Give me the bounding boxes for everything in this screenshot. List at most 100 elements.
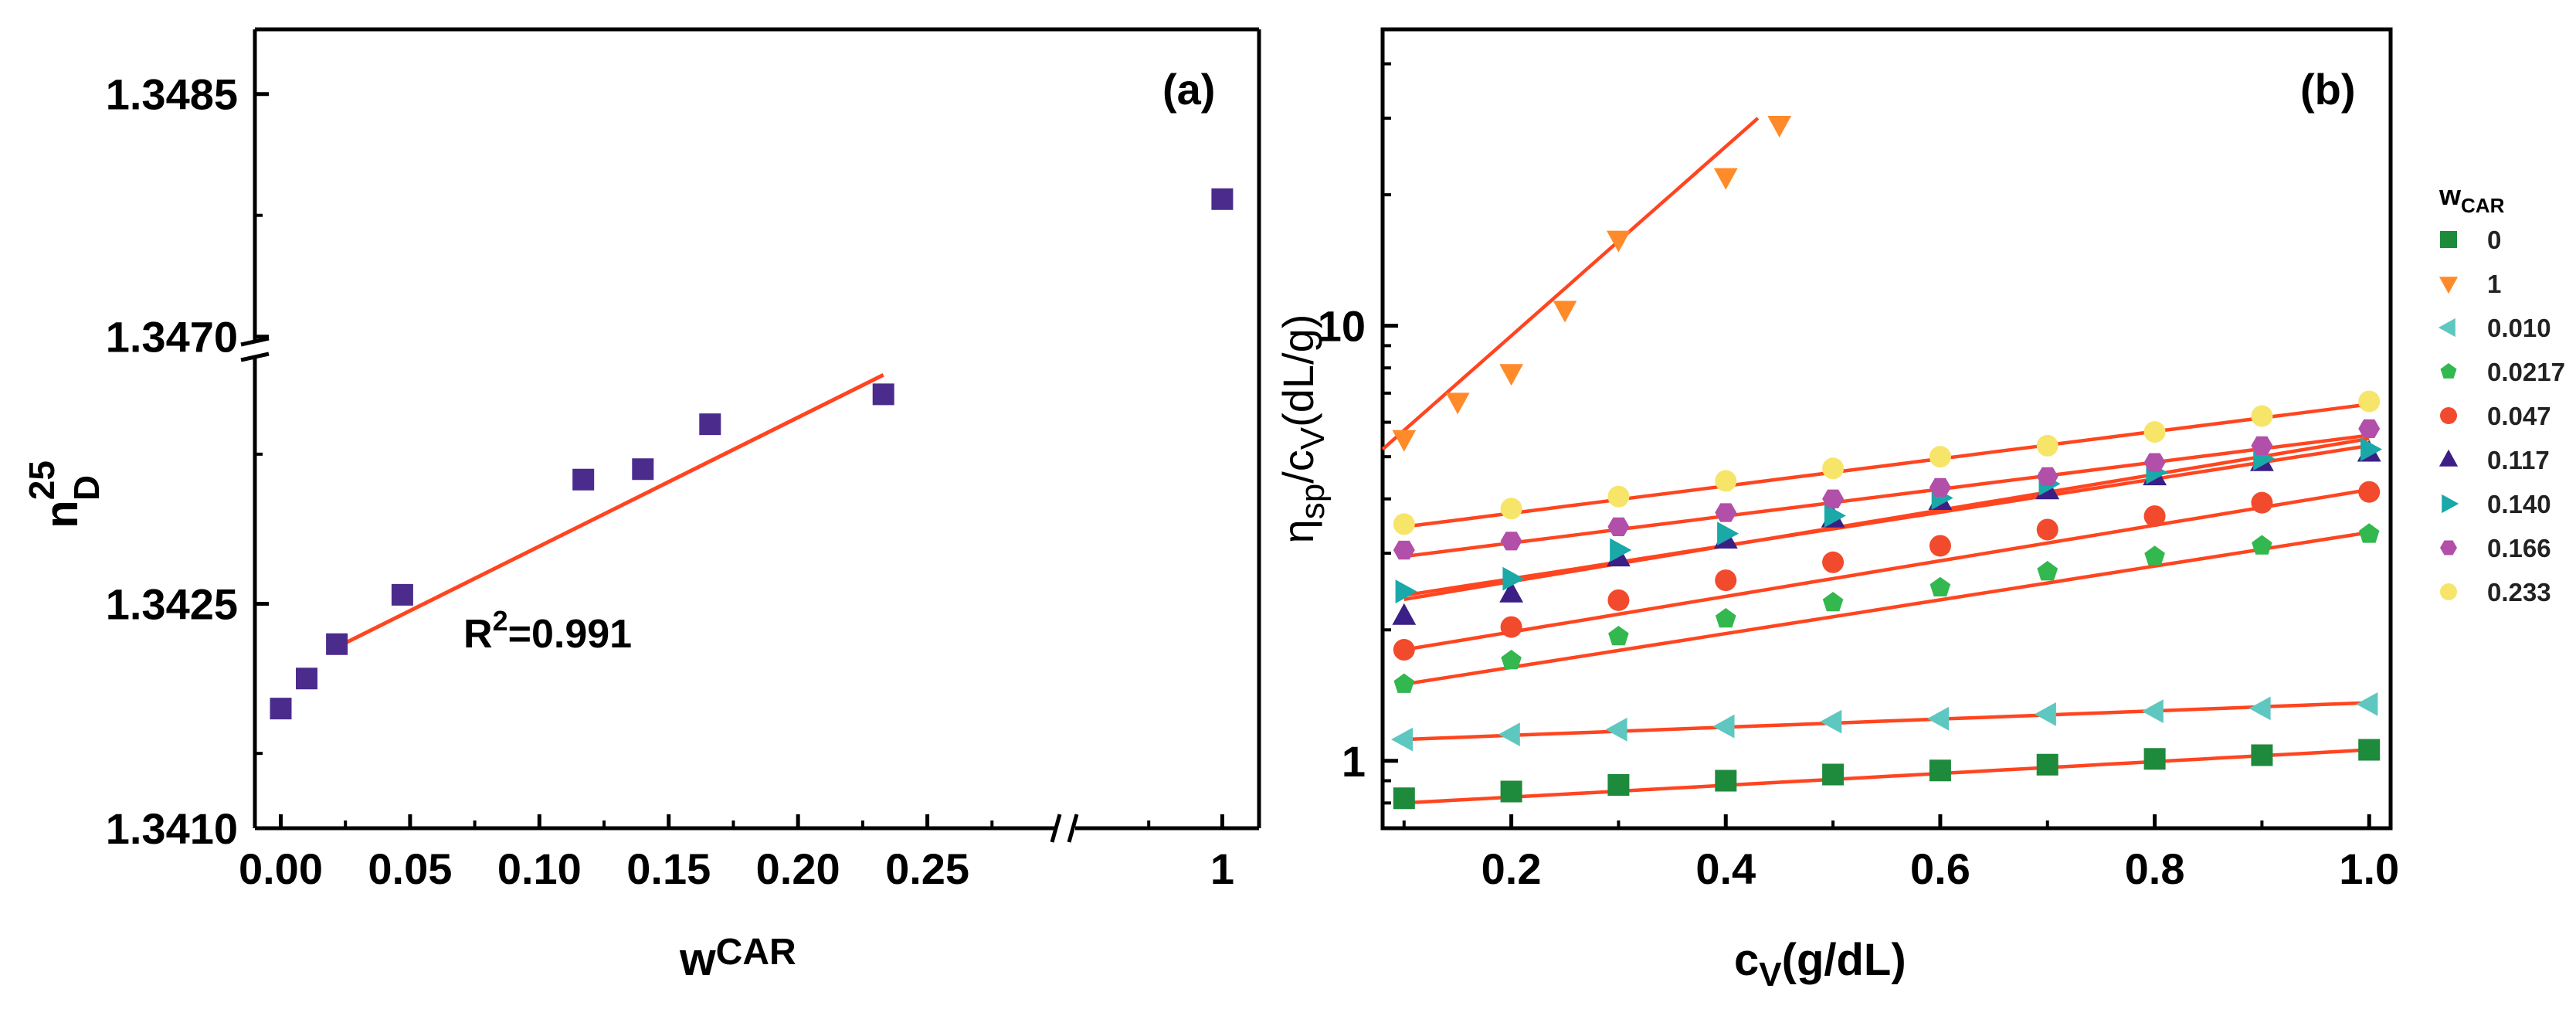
panel-b-fit-line-0.233	[1403, 403, 2370, 529]
panel-a-y-axis-label: n25 D	[22, 460, 107, 528]
panel-a-x-tick-label: 0.00	[239, 844, 323, 893]
panel-b-point-0	[1607, 774, 1630, 796]
panel-a-x-ticks: 0.00 0.05 0.10 0.15 0.20 0.25 1	[239, 814, 1234, 893]
panel-b-x-tick-label: 1.0	[2339, 844, 2399, 893]
panel-b-point-0.047	[1715, 569, 1737, 592]
panel-b-point-0.0217	[2144, 545, 2165, 566]
panel-b-point-0	[2036, 753, 2058, 776]
panel-b-point-0	[2358, 739, 2381, 761]
legend-label-0.166: 0.166	[2487, 534, 2551, 562]
panel-b-point-0.166	[2251, 436, 2273, 455]
panel-b-point-0.047	[1500, 616, 1522, 638]
panel-b-x-tick-label: 0.6	[1910, 844, 1970, 893]
legend-title: wCAR	[2439, 179, 2505, 217]
legend-label-1: 1	[2487, 270, 2501, 298]
panel-b-point-0.166	[1500, 532, 1522, 551]
panel-a-x-tick-label: 0.05	[368, 844, 452, 893]
panel-a-x-tick-label: 0.20	[756, 844, 840, 893]
panel-b-point-0.166	[1715, 503, 1737, 522]
panel-b-point-0.010	[1820, 709, 1842, 734]
panel-b-point-0.117	[1499, 580, 1523, 603]
panel-a-data-point	[572, 468, 595, 491]
legend-marker-1	[2439, 277, 2459, 294]
panel-b-fit-line-0.047	[1403, 488, 2370, 652]
legend-marker-0.0217	[2440, 363, 2457, 379]
panel-b-point-0.140	[1502, 566, 1525, 591]
legend-marker-0	[2440, 231, 2457, 248]
panel-b-point-0.0217	[1822, 592, 1844, 612]
panel-b-point-0.0217	[1715, 608, 1736, 628]
panel-a-data-point	[1211, 188, 1234, 210]
panel-b-point-0.117	[1392, 603, 1417, 625]
r-squared-annotation: R2=0.991	[463, 605, 632, 657]
panel-b-fit-line-0.0217	[1403, 530, 2370, 686]
panel-b-point-0.233	[1715, 470, 1737, 492]
panel-a-y-tick-label: 1.3425	[106, 580, 238, 629]
panel-b-point-0.233	[1822, 457, 1845, 480]
panel-b-x-ticks: 0.2 0.4 0.6 0.8 1.0	[1402, 814, 2399, 893]
panel-b-fit-line-0.140	[1403, 443, 2370, 597]
panel-b-point-0.166	[1929, 477, 1951, 497]
panel-b-point-0.047	[1393, 639, 1415, 661]
panel-a-data-point	[632, 458, 654, 481]
panel-b-point-0.0217	[1393, 673, 1415, 693]
panel-b-label: (b)	[2300, 65, 2356, 114]
legend-marker-0.233	[2440, 583, 2457, 600]
panel-a-data-point	[391, 583, 413, 606]
legend-marker-0.047	[2440, 407, 2457, 424]
panel-b-x-tick-label: 0.4	[1695, 844, 1756, 893]
panel-b-fit-lines	[1381, 117, 2370, 805]
panel-b-point-0.010	[2141, 699, 2164, 723]
panel-b-point-0.0217	[2037, 561, 2058, 581]
panel-b-point-0	[2143, 748, 2166, 770]
panel-b-x-tick-label: 0.8	[2125, 844, 2185, 893]
panel-b-point-0.010	[1605, 717, 1627, 742]
panel-b-point-1	[1713, 168, 1738, 190]
panel-a-data-point	[326, 633, 348, 655]
panel-a-data-point	[699, 413, 721, 436]
panel-b-point-0.233	[2036, 434, 2058, 457]
panel-b-point-0.047	[2036, 518, 2058, 541]
panel-b-y-axis-label: ηsp/cV(dL/g)	[1274, 314, 1332, 544]
panel-b-fit-line-0	[1403, 748, 2370, 805]
legend-label-0: 0	[2487, 226, 2501, 254]
panel-b-point-0.233	[1500, 498, 1522, 520]
panel-b-x-tick-label: 0.2	[1481, 844, 1542, 893]
panel-b: 110 0.2 0.4 0.6 0.8 1.0 (b) cV(g/dL) ηsp/cV(…	[1274, 27, 2565, 994]
panel-a: 1.3410 1.3425 1.3470 1.3485 0.00 0.05 0.10 0.1…	[22, 27, 1261, 985]
panel-a-y-tick-label: 1.3410	[106, 804, 238, 853]
panel-b-point-0.010	[2248, 696, 2271, 721]
panel-b-point-0.166	[1393, 540, 1415, 560]
panel-b-point-0.140	[1610, 538, 1632, 562]
legend-marker-0.010	[2438, 318, 2456, 338]
panel-a-x-axis-label: wCAR	[679, 932, 796, 985]
panel-b-point-0.140	[1395, 579, 1417, 603]
panel-b-point-0.233	[1929, 446, 1951, 468]
legend-label-0.140: 0.140	[2487, 490, 2551, 518]
panel-a-label: (a)	[1162, 65, 1215, 114]
panel-b-point-0.0217	[1929, 576, 1951, 596]
panel-b-y-tick-label: 10	[1318, 302, 1366, 351]
panel-b-point-0.233	[2251, 405, 2273, 427]
panel-a-fit-line	[336, 373, 884, 649]
panel-b-point-0	[1500, 780, 1522, 803]
panel-a-data-point	[872, 383, 894, 406]
panel-b-point-0.140	[2360, 437, 2382, 461]
panel-b-point-0.0217	[2252, 535, 2272, 555]
panel-b-point-0.010	[1927, 706, 1950, 731]
panel-a-x-tick-label: 0.15	[626, 844, 711, 893]
panel-b-point-0.0217	[1608, 626, 1629, 646]
panel-b-point-0.010	[1498, 722, 1520, 746]
panel-b-fit-line-1	[1381, 117, 1760, 451]
panel-b-point-0.047	[2143, 505, 2166, 528]
panel-b-point-1	[1445, 392, 1470, 415]
panel-b-point-0.010	[1391, 727, 1413, 752]
legend-label-0.0217: 0.0217	[2487, 358, 2565, 386]
panel-b-y-ticks: 1 10	[1318, 62, 1398, 830]
panel-b-point-0.140	[1717, 521, 1739, 545]
legend-marker-0.140	[2442, 494, 2459, 514]
panel-b-point-0	[1822, 763, 1845, 786]
panel-b-point-0.166	[2143, 453, 2166, 472]
panel-b-point-0.047	[2251, 491, 2273, 514]
